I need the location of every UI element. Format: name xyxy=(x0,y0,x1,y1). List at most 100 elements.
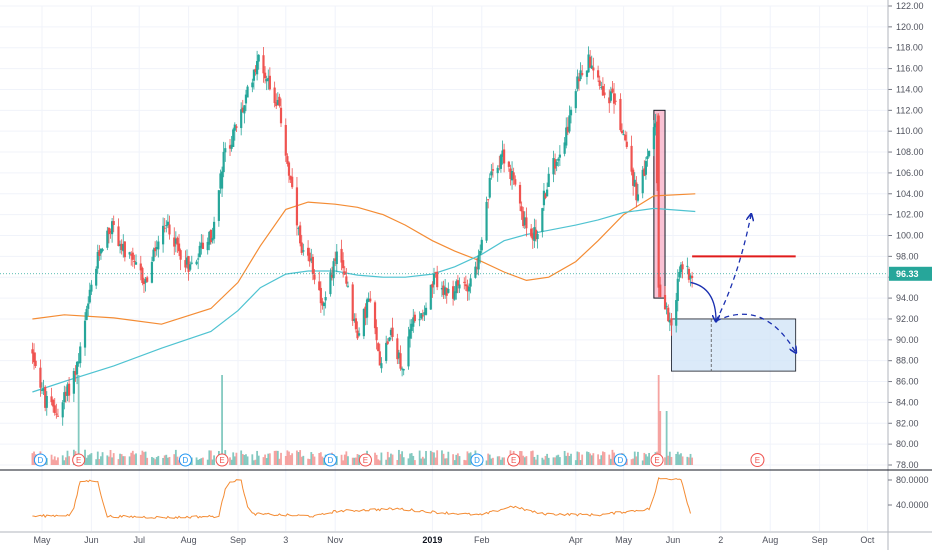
future-earnings-letter: E xyxy=(755,456,760,465)
candle-body xyxy=(295,187,299,226)
volume-bar xyxy=(268,453,271,465)
candle-body xyxy=(533,227,536,241)
projection-arrow-down[interactable] xyxy=(690,281,716,321)
candle-body xyxy=(32,352,36,363)
candle-body xyxy=(499,154,503,169)
drawing-annotations[interactable] xyxy=(0,215,888,353)
volume-bar xyxy=(433,452,435,465)
candle-body xyxy=(520,206,523,212)
volume-bar xyxy=(353,457,356,465)
candle-body xyxy=(608,97,611,104)
candle-body xyxy=(518,184,522,204)
dividend-marker[interactable] xyxy=(470,453,484,467)
volume-bar xyxy=(496,456,499,465)
projection-arrow-up[interactable] xyxy=(715,215,751,322)
indicator-tick-label: 80.0000 xyxy=(896,475,929,485)
candle-body xyxy=(322,302,326,307)
volume-bar xyxy=(133,454,136,465)
candle-body xyxy=(609,91,612,101)
candle-body xyxy=(45,396,48,408)
candle-body xyxy=(620,130,624,134)
candle-body xyxy=(98,250,101,256)
dividend-marker[interactable] xyxy=(178,453,192,467)
candle-body xyxy=(553,159,557,169)
candle-body xyxy=(75,361,79,375)
volume-bar xyxy=(144,451,147,465)
candle-body xyxy=(577,78,581,82)
earnings-marker[interactable] xyxy=(507,453,521,467)
future-earnings-marker[interactable] xyxy=(750,453,765,467)
volume-bar xyxy=(455,454,458,465)
candle-body xyxy=(107,227,111,235)
dividend-marker[interactable] xyxy=(323,453,337,467)
candle-body xyxy=(195,261,198,265)
volume-bar xyxy=(635,456,638,465)
candle-body xyxy=(230,144,233,149)
candle-body xyxy=(667,307,670,322)
candle-body xyxy=(389,329,393,336)
event-marker-letter: E xyxy=(76,456,81,465)
indicator-pane xyxy=(32,477,691,520)
volume-bar xyxy=(519,450,521,465)
volume-bar xyxy=(321,456,324,465)
volume-bar xyxy=(646,456,649,465)
event-marker-letter: D xyxy=(183,456,189,465)
volume-bar xyxy=(253,460,255,465)
dividend-marker[interactable] xyxy=(613,453,627,467)
earnings-marker[interactable] xyxy=(358,453,372,467)
candle-body xyxy=(197,258,200,260)
candle-body xyxy=(369,298,372,302)
candle-body xyxy=(112,221,115,225)
candle-body xyxy=(442,285,445,296)
volume-bar xyxy=(603,452,606,465)
volume-bar xyxy=(425,450,427,465)
volume-bar xyxy=(343,454,346,465)
candle-body xyxy=(141,267,144,283)
candle-body xyxy=(488,177,491,198)
earnings-marker[interactable] xyxy=(72,453,86,467)
candle-body xyxy=(491,169,495,171)
candle-body xyxy=(313,274,316,280)
volume-bar xyxy=(490,458,493,465)
indicator-tick-label: 40.0000 xyxy=(896,500,929,510)
dividend-marker[interactable] xyxy=(33,453,47,467)
candle-body xyxy=(90,284,93,292)
candle-body xyxy=(501,150,504,157)
candle-body xyxy=(585,70,589,77)
target-box[interactable] xyxy=(671,318,797,372)
volume-bar xyxy=(267,453,270,465)
candle-body xyxy=(652,127,655,150)
volume-bar xyxy=(579,460,582,465)
volume-bar xyxy=(420,458,423,465)
x-tick-label: May xyxy=(615,535,633,545)
volume-bar xyxy=(442,453,445,465)
volume-bar xyxy=(31,453,34,465)
candle-body xyxy=(541,208,544,233)
volume-bar xyxy=(546,453,549,465)
candle-body xyxy=(678,271,681,278)
volume-bar xyxy=(578,452,580,465)
earnings-marker[interactable] xyxy=(215,453,229,467)
x-tick-label: 3 xyxy=(283,535,288,545)
volume-bar xyxy=(95,459,98,465)
candle-body xyxy=(485,201,488,241)
candle-body xyxy=(375,327,378,341)
projection-arrow-down-2[interactable] xyxy=(715,313,796,352)
earnings-marker[interactable] xyxy=(650,453,664,467)
candle-body xyxy=(209,229,213,243)
candle-body xyxy=(563,142,566,154)
candle-body xyxy=(364,306,367,319)
volume-bar xyxy=(500,459,502,465)
volume-bar xyxy=(453,460,456,465)
volume-bar xyxy=(691,457,694,465)
volume-bar xyxy=(162,457,165,465)
volume-bar xyxy=(211,459,214,465)
volume-bar xyxy=(235,452,238,465)
volume-bar xyxy=(210,450,212,465)
volume-bar xyxy=(601,451,604,465)
volume-bar xyxy=(278,458,281,465)
candle-body xyxy=(321,301,324,306)
